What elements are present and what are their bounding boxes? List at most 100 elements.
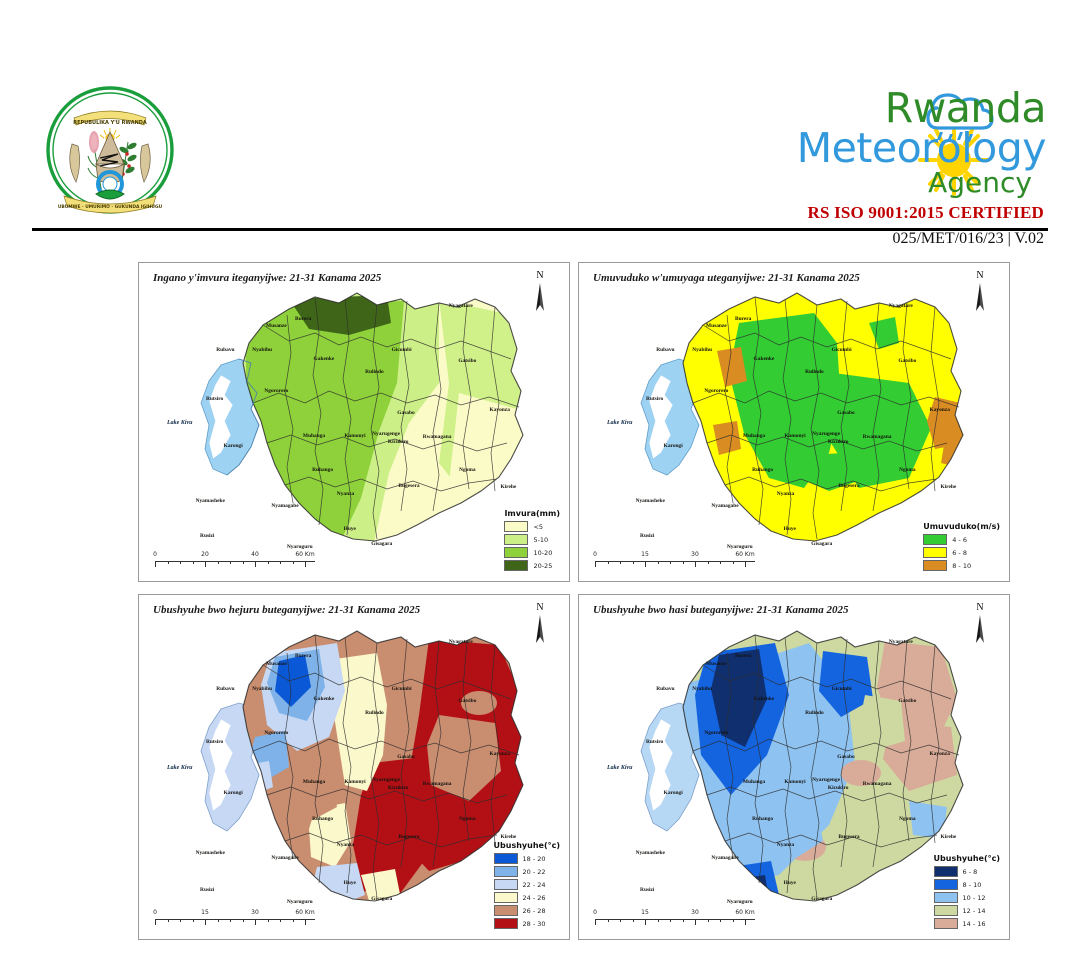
legend-swatch xyxy=(933,879,958,890)
scale-tick xyxy=(632,919,634,922)
scale-tick xyxy=(745,919,746,925)
map-panel-max-temperature: Ubushyuhe bwo hejuru buteganyijwe: 21-31… xyxy=(138,594,570,940)
scale-tick xyxy=(205,919,206,925)
scale-tick xyxy=(607,561,609,564)
header-divider xyxy=(32,228,1048,231)
legend-row: 14 - 16 xyxy=(933,918,1000,929)
scalebar-min-temperature: 0 15 30 60 Km xyxy=(593,909,755,931)
map-panel-wind: Umuvuduko w'umuyaga uteganyijwe: 21-31 K… xyxy=(578,262,1010,582)
legend-row: 8 - 10 xyxy=(923,560,1000,571)
scale-tick-label: 60 Km xyxy=(295,909,315,916)
scalebar-rainfall: 0 20 40 60 Km xyxy=(153,551,315,573)
panel-title-rainfall: Ingano y'imvura iteganyijwe: 21-31 Kanam… xyxy=(153,272,382,284)
scale-tick xyxy=(607,919,609,922)
scale-tick xyxy=(732,561,734,564)
scale-tick xyxy=(230,919,231,922)
legend-swatch xyxy=(933,918,958,929)
scale-tick-label: 40 xyxy=(251,551,259,558)
panel-title-max-temperature: Ubushyuhe bwo hejuru buteganyijwe: 21-31… xyxy=(153,604,421,616)
north-arrow-icon: N xyxy=(969,603,991,649)
legend-row: 20 - 22 xyxy=(493,866,560,877)
document-reference-number: 025/MET/016/23 | V.02 xyxy=(892,230,1044,247)
legend-title-rainfall: Imvura(mm) xyxy=(504,509,560,518)
scale-tick xyxy=(192,561,194,564)
scale-tick xyxy=(217,561,219,564)
scale-tick xyxy=(682,919,684,922)
legend-label: 24 - 26 xyxy=(522,893,546,902)
map-canvas-rainfall: Nyagatare Gatsibo Kayonza Kirehe Ngoma Bugese… xyxy=(139,263,569,581)
map-panel-rainfall: Ingano y'imvura iteganyijwe: 21-31 Kanam… xyxy=(138,262,570,582)
north-arrow-icon: N xyxy=(529,603,551,649)
legend-swatch xyxy=(493,892,518,903)
scale-tick xyxy=(205,561,206,567)
scale-tick xyxy=(695,561,696,567)
legend-swatch xyxy=(923,560,948,571)
legend-row: 8 - 10 xyxy=(933,879,1000,890)
logo-text-rwanda: Rwanda xyxy=(884,84,1047,132)
scale-tick xyxy=(670,919,671,922)
map-canvas-wind: Nyagatare Gatsibo Kayonza Kirehe Ngoma Bugese… xyxy=(579,263,1009,581)
legend-label: 6 - 8 xyxy=(962,867,978,876)
legend-row: <5 xyxy=(504,521,560,532)
lake-kivu-water xyxy=(640,358,700,476)
district-boundaries xyxy=(682,630,964,902)
scale-tick xyxy=(657,561,659,564)
legend-row: 24 - 26 xyxy=(493,892,560,903)
map-panel-grid: Ingano y'imvura iteganyijwe: 21-31 Kanam… xyxy=(0,262,1080,952)
scale-tick xyxy=(595,919,596,925)
legend-items-rainfall: <5 5-10 10-20 20-25 xyxy=(504,521,560,571)
legend-label: 4 - 6 xyxy=(952,535,967,544)
legend-label: 6 - 8 xyxy=(952,548,967,557)
scale-tick xyxy=(695,919,696,925)
legend-items-max-temperature: 18 - 20 20 - 22 22 - 24 24 - 26 26 - 28 28 - … xyxy=(493,853,560,929)
scale-tick xyxy=(305,919,306,925)
legend-swatch xyxy=(493,918,518,929)
legend-swatch xyxy=(923,547,948,558)
legend-label: 10-20 xyxy=(533,548,553,557)
scale-tick xyxy=(645,919,646,925)
legend-swatch xyxy=(493,879,518,890)
legend-row: 18 - 20 xyxy=(493,853,560,864)
scale-tick xyxy=(267,561,269,564)
scale-tick xyxy=(242,561,244,564)
scale-tick xyxy=(267,919,269,922)
legend-label: 18 - 20 xyxy=(522,854,546,863)
scale-tick-label: 0 xyxy=(593,909,597,916)
north-arrow-label: N xyxy=(536,602,544,613)
scalebar-wind: 0 15 30 60 Km xyxy=(593,551,755,573)
scale-tick xyxy=(180,919,181,922)
scale-tick xyxy=(292,919,294,922)
logo-text-meteorology: Meteorology xyxy=(796,124,1047,173)
scale-tick xyxy=(155,919,156,925)
legend-row: 20-25 xyxy=(504,560,560,571)
svg-text:REPUBULIKA Y'U RWANDA: REPUBULIKA Y'U RWANDA xyxy=(73,120,147,126)
rwanda-meteorology-agency-logo: Rwanda Meteorology Agency xyxy=(746,84,1047,197)
document-header: REPUBULIKA Y'U RWANDA xyxy=(0,0,1080,252)
scale-tick xyxy=(682,561,684,564)
scale-tick-label: 0 xyxy=(593,551,597,558)
north-arrow-icon: N xyxy=(529,271,551,317)
scale-tick xyxy=(180,561,181,564)
scale-tick-label: 60 Km xyxy=(735,909,755,916)
district-boundaries xyxy=(242,292,524,542)
scale-line xyxy=(595,561,755,562)
scale-line xyxy=(155,561,315,562)
scale-tick-label: 0 xyxy=(153,909,157,916)
scale-tick xyxy=(280,919,281,922)
legend-swatch xyxy=(504,521,529,532)
scale-tick xyxy=(192,919,194,922)
legend-title-wind: Umuvuduko(m/s) xyxy=(923,522,1000,531)
legend-label: 8 - 10 xyxy=(952,561,972,570)
legend-row: 26 - 28 xyxy=(493,905,560,916)
scale-tick xyxy=(720,561,721,564)
legend-label: 20 - 22 xyxy=(522,867,546,876)
scale-tick xyxy=(670,561,671,564)
legend-label: <5 xyxy=(533,522,544,531)
legend-swatch xyxy=(933,892,958,903)
scale-tick-label: 15 xyxy=(201,909,209,916)
legend-row: 4 - 6 xyxy=(923,534,1000,545)
legend-row: 6 - 8 xyxy=(923,547,1000,558)
legend-min-temperature: Ubushyuhe(°c) 6 - 8 8 - 10 10 - 12 12 - 14 1… xyxy=(931,852,1003,933)
legend-row: 28 - 30 xyxy=(493,918,560,929)
scale-tick xyxy=(657,919,659,922)
